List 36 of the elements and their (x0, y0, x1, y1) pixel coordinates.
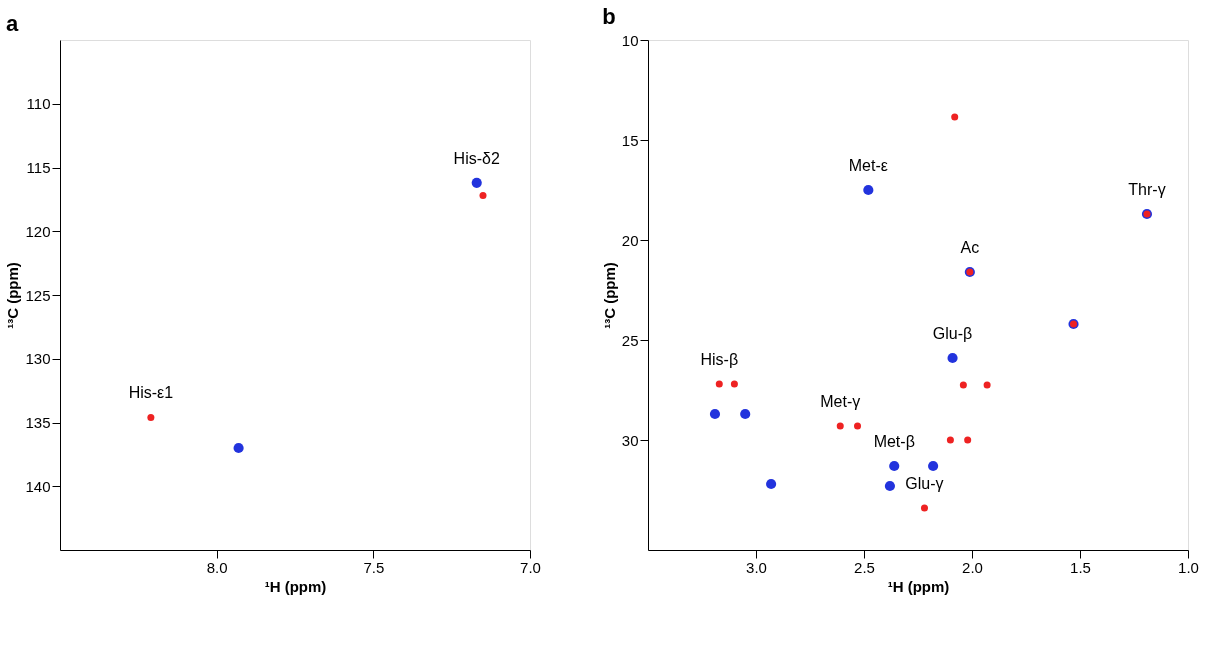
x-tick-label: 2.5 (854, 558, 875, 576)
y-tick-label: 15 (621, 131, 639, 149)
x-axis-title: ¹H (ppm) (264, 577, 327, 595)
annotation: Thr-γ (1128, 181, 1166, 198)
annotation: Met-β (873, 433, 915, 450)
annotation: Glu-γ (905, 475, 944, 492)
annotation: His-δ2 (453, 149, 500, 167)
y-axis-title: ¹³C (ppm) (600, 262, 618, 329)
x-tick-label: 7.5 (363, 558, 385, 576)
annotation: His-β (700, 351, 739, 368)
y-tick-label: 130 (25, 350, 51, 368)
y-tick-label: 120 (25, 222, 51, 240)
annotation: Ac (960, 239, 980, 256)
x-tick-label: 3.0 (746, 558, 767, 576)
chart-title: b (602, 4, 616, 29)
y-tick-label: 30 (621, 431, 639, 449)
x-tick-label: 2.0 (962, 558, 983, 576)
x-tick-label: 8.0 (206, 558, 228, 576)
y-axis-title: ¹³C (ppm) (4, 262, 22, 329)
y-tick-label: 125 (25, 286, 51, 304)
x-axis-title: ¹H (ppm) (887, 577, 950, 595)
y-tick-label: 110 (26, 95, 51, 113)
y-tick-label: 140 (25, 477, 51, 495)
x-tick-label: 7.0 (520, 558, 541, 576)
annotation: Met-ε (848, 157, 888, 174)
annotation: Glu-β (932, 325, 973, 342)
y-tick-label: 115 (26, 159, 51, 176)
y-tick-label: 25 (621, 331, 639, 349)
annotation: Met-γ (820, 393, 861, 410)
chart-title: a (5, 11, 19, 36)
x-tick-label: 1.5 (1070, 558, 1091, 576)
x-tick-label: 1.0 (1178, 558, 1199, 576)
y-tick-label: 135 (25, 414, 51, 431)
y-tick-label: 20 (621, 231, 639, 249)
y-tick-label: 10 (621, 31, 639, 49)
annotation: His-ε1 (128, 384, 174, 402)
